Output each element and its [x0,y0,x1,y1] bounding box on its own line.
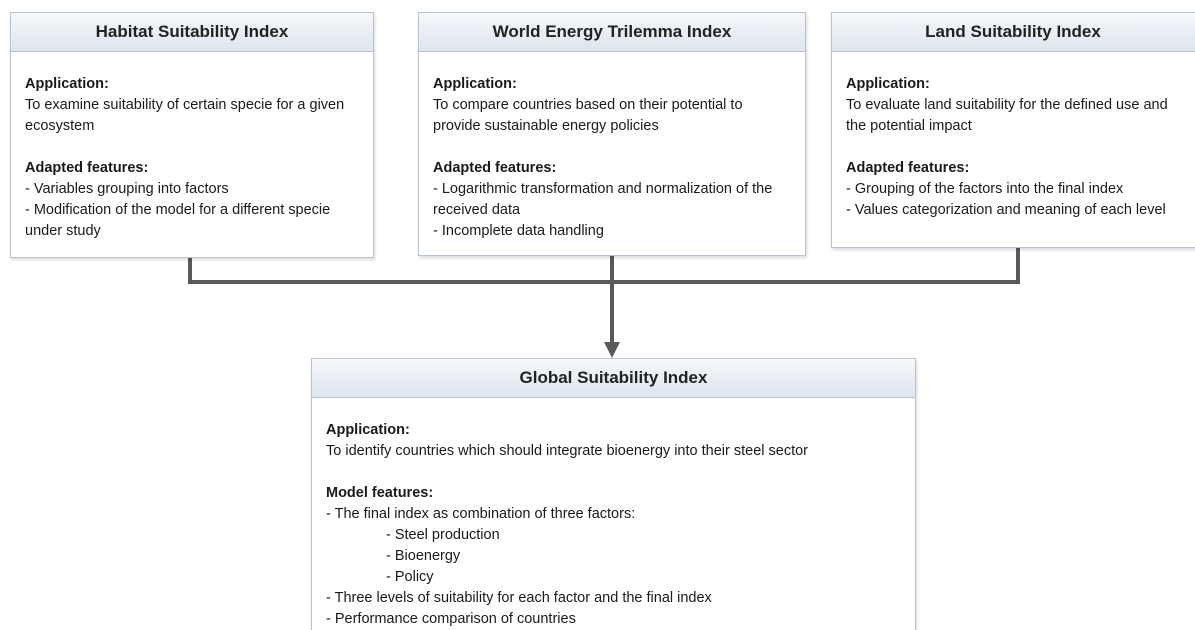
text: To identify countries which should integ… [326,443,808,459]
heading: Application: [25,76,109,92]
list-item: - Three levels of suitability for each f… [326,590,712,606]
node: Habitat Suitability Index Application: T… [10,12,374,258]
sub-item: - Steel production [386,527,500,543]
node-title: Land Suitability Index [832,13,1195,52]
sub-item: - Bioenergy [386,548,461,564]
list-item: - Values categorization and meaning of e… [846,202,1166,218]
connector [188,248,1020,284]
text: To evaluate land suitability for the def… [846,97,1168,134]
heading: Adapted features: [433,160,557,176]
list-item: - Logarithmic transformation and normali… [433,181,773,218]
heading: Application: [846,76,930,92]
list-item: - Incomplete data handling [433,223,604,239]
node-title: World Energy Trilemma Index [419,13,805,52]
list-item: - Modification of the model for a differ… [25,202,331,239]
sub-item: - Policy [386,569,434,585]
node-title: Habitat Suitability Index [11,13,373,52]
list-item: - The final index as combination of thre… [326,506,636,522]
node: Land Suitability Index Application: To e… [831,12,1195,248]
node: Global Suitability Index Application: To… [311,358,916,630]
heading: Adapted features: [846,160,970,176]
list-item: - Performance comparison of countries [326,611,576,627]
heading: Application: [433,76,517,92]
heading: Model features: [326,485,434,501]
node-title: Global Suitability Index [312,359,915,398]
text: To examine suitability of certain specie… [25,97,345,134]
heading: Application: [326,422,410,438]
text: To compare countries based on their pote… [433,97,743,134]
arrow-head [604,342,620,358]
heading: Adapted features: [25,160,149,176]
node: World Energy Trilemma Index Application:… [418,12,806,256]
list-item: - Grouping of the factors into the final… [846,181,1124,197]
list-item: - Variables grouping into factors [25,181,229,197]
